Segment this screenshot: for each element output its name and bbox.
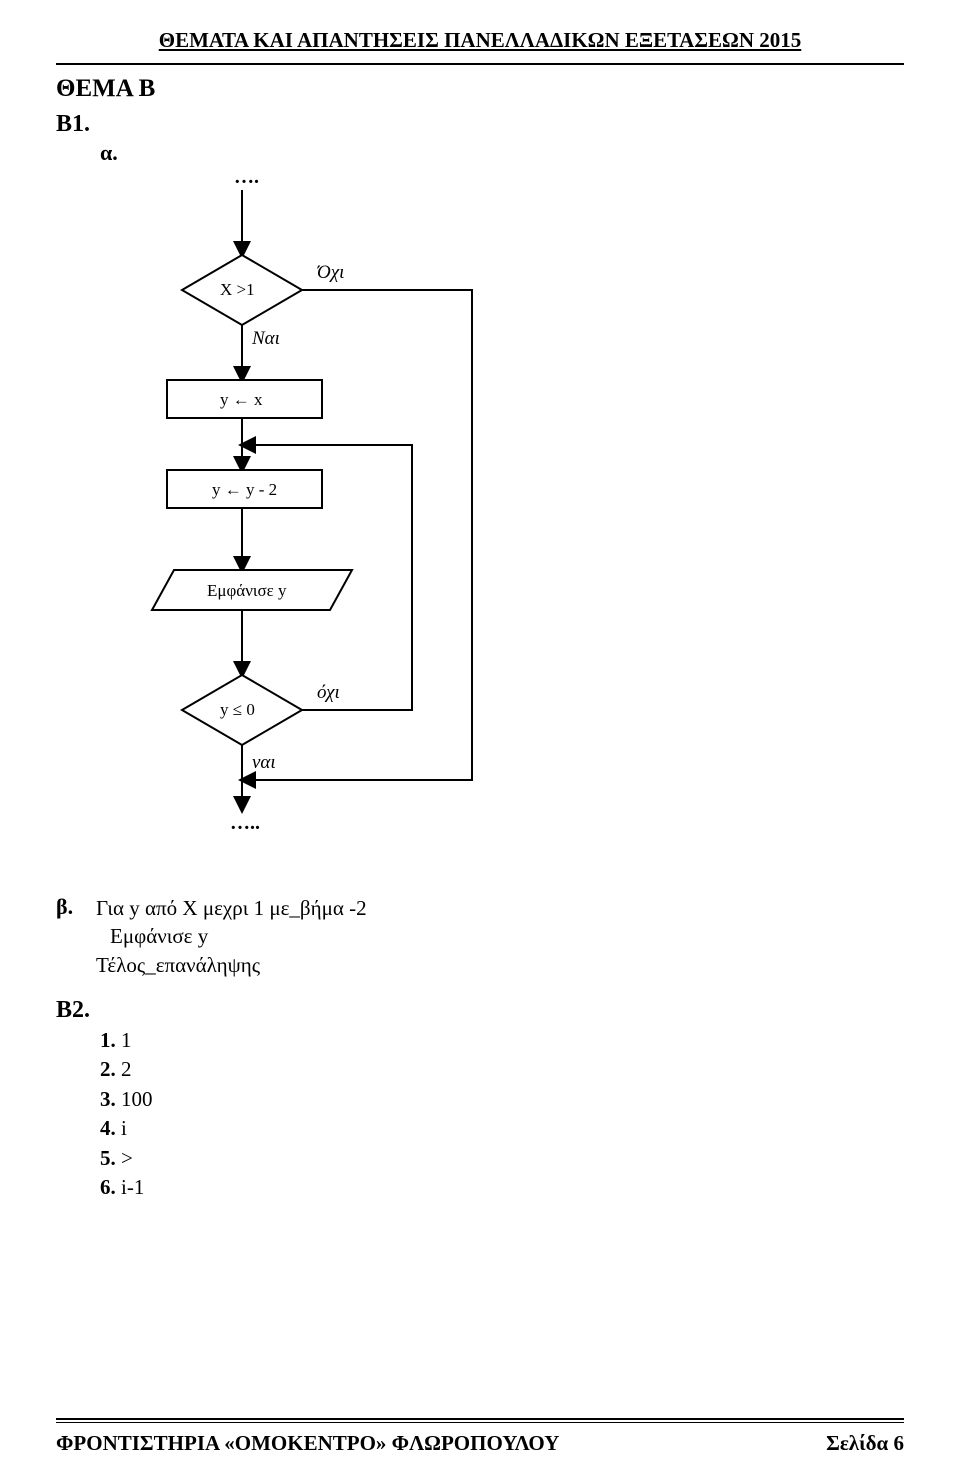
thema-heading: ΘΕΜΑ Β: [56, 75, 904, 103]
rect-yx-text: y ← x: [220, 390, 263, 410]
list-item: 5. >: [100, 1144, 904, 1173]
list-item: 1. 1: [100, 1026, 904, 1055]
b1-heading: Β1.: [56, 111, 904, 138]
flow-dots-bottom: …..: [230, 812, 260, 835]
footer-rule-thin: [56, 1422, 904, 1423]
running-header: ΘΕΜΑΤΑ ΚΑΙ ΑΠΑΝΤΗΣΕΙΣ ΠΑΝΕΛΛΑΔΙΚΩΝ ΕΞΕΤΑ…: [56, 28, 904, 59]
b2-val: 1: [116, 1028, 132, 1052]
b2-num: 1.: [100, 1028, 116, 1052]
b2-num: 5.: [100, 1146, 116, 1170]
page-footer: ΦΡΟΝΤΙΣΤΗΡΙΑ «ΟΜΟΚΕΝΤΡΟ» ΦΛΩΡΟΠΟΥΛΟΥ Σελ…: [56, 1418, 904, 1456]
b2-val: 2: [116, 1057, 132, 1081]
header-rule: [56, 63, 904, 65]
list-item: 6. i-1: [100, 1173, 904, 1202]
footer-left: ΦΡΟΝΤΙΣΤΗΡΙΑ «ΟΜΟΚΕΝΤΡΟ» ΦΛΩΡΟΠΟΥΛΟΥ: [56, 1431, 559, 1456]
flowchart-svg: [112, 170, 672, 890]
list-item: 3. 100: [100, 1085, 904, 1114]
b2-val: 100: [116, 1087, 153, 1111]
alpha-label: α.: [100, 140, 904, 166]
b2-val: >: [116, 1146, 133, 1170]
flowchart: ….: [112, 170, 672, 890]
decision2-text: y ≤ 0: [220, 700, 255, 720]
rect-yy2-text: y ← y - 2: [212, 480, 277, 500]
beta-block: β. Για y από Χ μεχρι 1 με_βήμα -2 Εμφάνι…: [56, 894, 904, 979]
b2-list: 1. 1 2. 2 3. 100 4. i 5. > 6. i-1: [100, 1026, 904, 1202]
b2-num: 6.: [100, 1175, 116, 1199]
decision1-text: X >1: [220, 280, 255, 300]
b2-val: i-1: [116, 1175, 145, 1199]
beta-label: β.: [56, 894, 92, 920]
edge-nai1: Ναι: [252, 328, 280, 350]
b2-num: 3.: [100, 1087, 116, 1111]
edge-ohi2: όχι: [317, 682, 340, 704]
beta-line3: Τέλος_επανάληψης: [96, 951, 367, 979]
b2-num: 4.: [100, 1116, 116, 1140]
beta-line2: Εμφάνισε y: [96, 922, 367, 950]
footer-rule: [56, 1418, 904, 1420]
list-item: 2. 2: [100, 1055, 904, 1084]
b2-heading: Β2.: [56, 997, 904, 1024]
beta-line1: Για y από Χ μεχρι 1 με_βήμα -2: [96, 894, 367, 922]
parallelogram-text: Εμφάνισε y: [207, 581, 287, 601]
footer-right: Σελίδα 6: [826, 1431, 904, 1456]
edge-ohi1: Όχι: [317, 262, 344, 284]
edge-nai2: ναι: [252, 752, 276, 774]
list-item: 4. i: [100, 1114, 904, 1143]
b2-num: 2.: [100, 1057, 116, 1081]
b2-val: i: [116, 1116, 127, 1140]
beta-code: Για y από Χ μεχρι 1 με_βήμα -2 Εμφάνισε …: [96, 894, 367, 979]
